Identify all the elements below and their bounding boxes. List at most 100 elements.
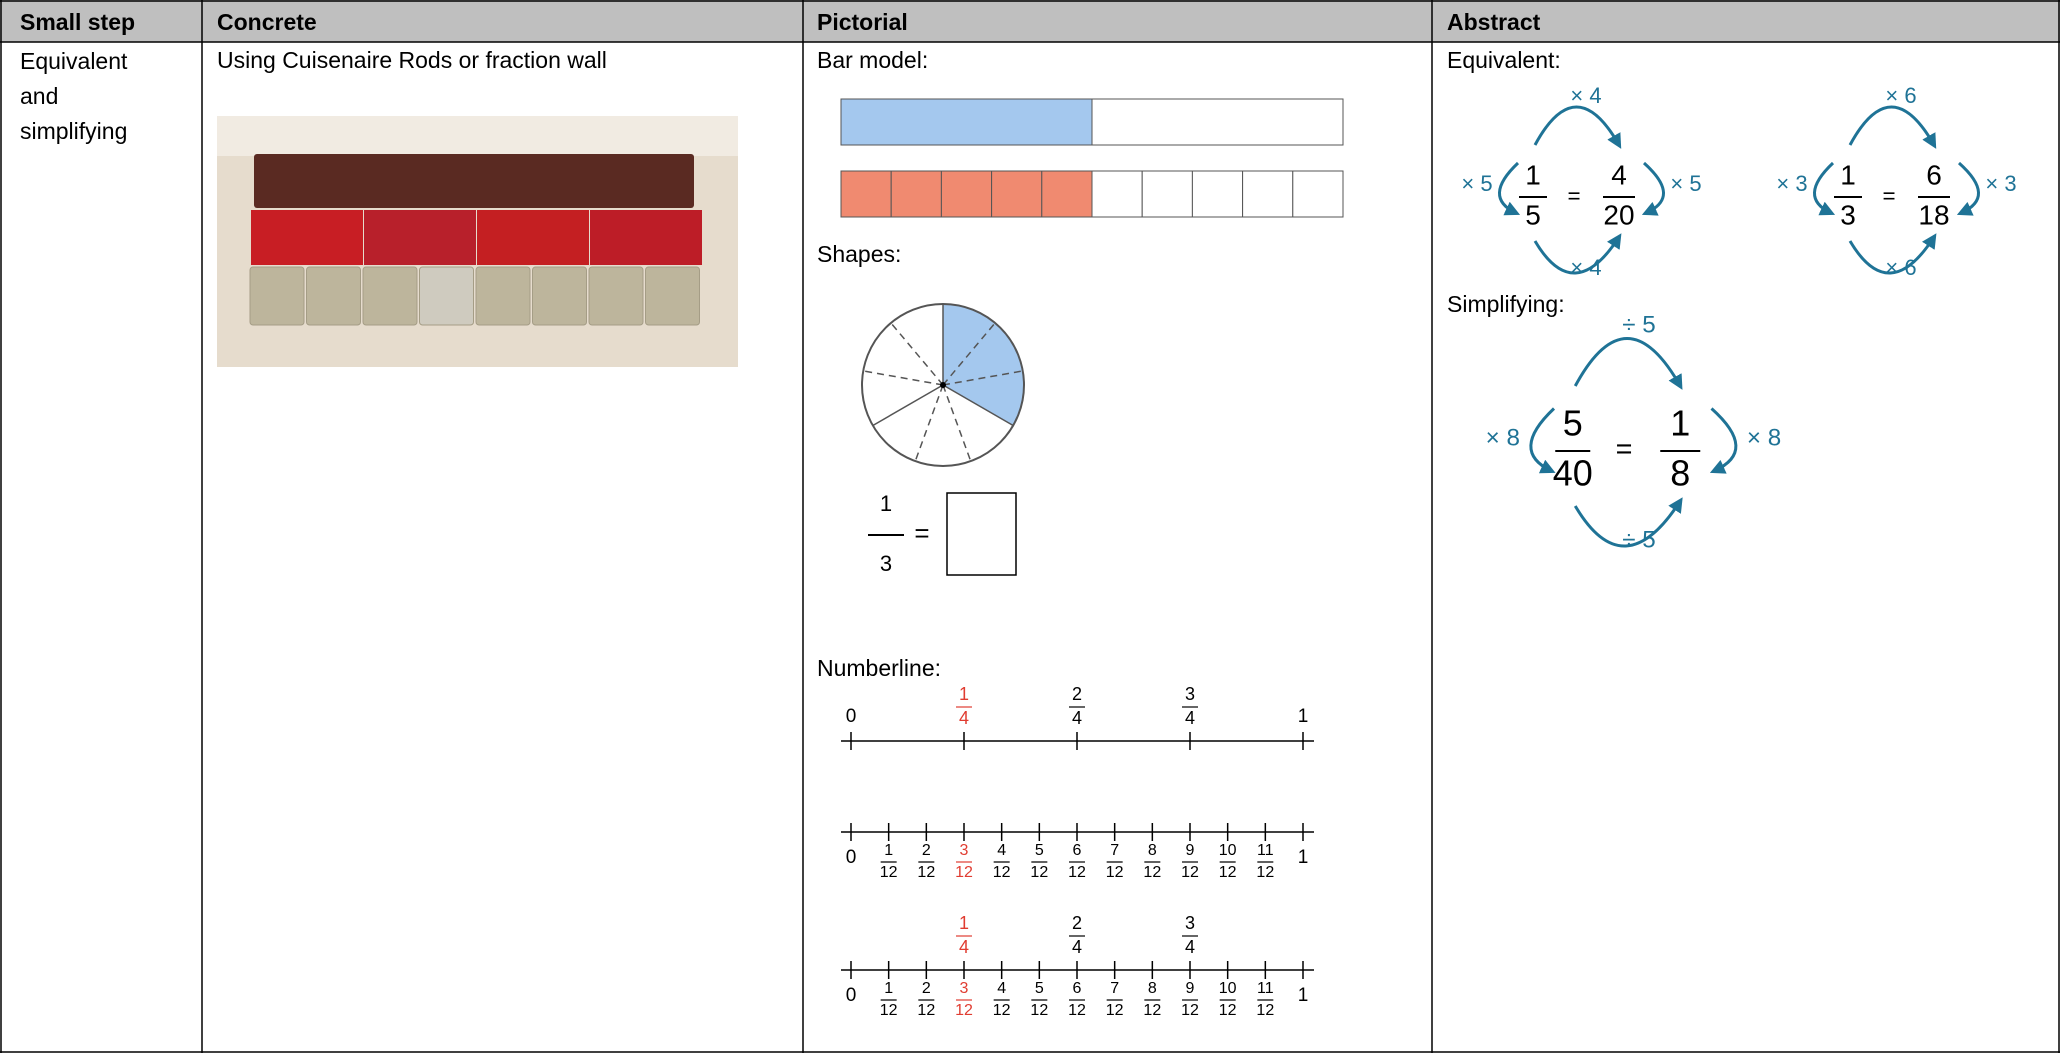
bar-part <box>1091 98 1344 146</box>
arrow <box>1573 497 1683 548</box>
denominator: 12 <box>955 864 973 881</box>
bar-part <box>1242 170 1294 218</box>
sector-line <box>872 384 944 427</box>
sector-dash <box>914 384 944 462</box>
bar-part <box>940 170 993 218</box>
denominator: 40 <box>1553 453 1593 494</box>
sector-dash <box>863 370 944 386</box>
bar-part <box>1141 170 1193 218</box>
equals: = <box>914 518 929 548</box>
header: Small step <box>20 9 135 35</box>
bar-part <box>1041 170 1093 218</box>
denominator: 12 <box>955 1002 973 1019</box>
numerator: 6 <box>1073 842 1082 859</box>
answer-box <box>946 492 1017 576</box>
numerator: 1 <box>959 684 969 704</box>
sector-dash <box>942 370 1023 386</box>
header-bg <box>0 0 2060 42</box>
numberline-end: 0 <box>846 985 857 1006</box>
numerator: 2 <box>1072 684 1082 704</box>
numerator: 8 <box>1148 842 1157 859</box>
numerator: 6 <box>1926 159 1942 190</box>
bar-part <box>1191 170 1244 218</box>
arrow <box>1573 337 1683 390</box>
numerator: 6 <box>1073 980 1082 997</box>
red-rod <box>590 210 702 265</box>
operator: × 8 <box>1486 424 1520 451</box>
white-cube <box>475 266 531 326</box>
numerator: 3 <box>1185 684 1195 704</box>
numberline-end: 1 <box>1298 985 1309 1006</box>
numerator: 1 <box>1840 159 1856 190</box>
bar-part <box>840 170 892 218</box>
white-cube <box>306 266 361 326</box>
numerator: 7 <box>1110 980 1119 997</box>
white-cube <box>249 266 305 326</box>
denominator: 12 <box>1219 864 1237 881</box>
denominator: 12 <box>993 1002 1011 1019</box>
bar-part <box>1292 170 1344 218</box>
numerator: 10 <box>1219 842 1237 859</box>
numerator: 1 <box>1670 403 1690 444</box>
numerator: 1 <box>1525 159 1541 190</box>
concrete-text: Using Cuisenaire Rods or fraction wall <box>217 47 607 73</box>
sector-dash <box>942 384 972 462</box>
small-step: Equivalent and simplifying <box>20 48 128 144</box>
numerator: 3 <box>960 842 969 859</box>
label: Equivalent: <box>1447 47 1561 73</box>
red-rod <box>364 210 476 265</box>
centre-dot <box>940 382 946 388</box>
numerator: 11 <box>1257 980 1274 997</box>
numerator: 1 <box>880 491 892 516</box>
operator: × 3 <box>1985 171 2016 196</box>
denominator: 12 <box>1181 1002 1199 1019</box>
denominator: 4 <box>1072 937 1082 957</box>
numerator: 4 <box>1611 159 1627 190</box>
numerator: 9 <box>1186 980 1195 997</box>
white-cube <box>419 266 474 326</box>
equals: = <box>1616 434 1633 466</box>
denominator: 12 <box>1143 864 1161 881</box>
arrow <box>1498 161 1521 216</box>
denominator: 12 <box>1106 864 1124 881</box>
denominator: 4 <box>1185 937 1195 957</box>
bar-part <box>890 170 942 218</box>
bar-part <box>840 98 1093 146</box>
denominator: 12 <box>1030 1002 1048 1019</box>
arrow <box>1848 233 1937 275</box>
equals: = <box>1882 183 1895 208</box>
numerator: 4 <box>997 842 1006 859</box>
operator: ÷ 5 <box>1622 311 1655 338</box>
numerator: 1 <box>884 842 893 859</box>
operator: × 5 <box>1670 171 1701 196</box>
denominator: 4 <box>1072 708 1082 728</box>
operator: × 4 <box>1570 83 1601 108</box>
denominator: 5 <box>1525 199 1541 230</box>
denominator: 12 <box>1256 1002 1274 1019</box>
header: Pictorial <box>817 9 908 35</box>
arrow <box>1709 407 1738 474</box>
denominator: 12 <box>880 864 898 881</box>
operator: × 5 <box>1461 171 1492 196</box>
arrow <box>1533 105 1622 149</box>
numberline-end: 1 <box>1298 847 1309 868</box>
arrow <box>1641 161 1665 216</box>
numerator: 3 <box>960 980 969 997</box>
denominator: 12 <box>917 1002 935 1019</box>
denominator: 20 <box>1603 199 1634 230</box>
shaded-sector <box>943 304 1025 426</box>
numerator: 3 <box>1185 913 1195 933</box>
denominator: 12 <box>1030 864 1048 881</box>
brown-rod <box>254 154 694 208</box>
sector-dash <box>942 322 996 386</box>
header: Concrete <box>217 9 317 35</box>
numerator: 5 <box>1563 403 1583 444</box>
numerator: 7 <box>1110 842 1119 859</box>
label: Simplifying: <box>1447 291 1565 317</box>
denominator: 8 <box>1670 453 1690 494</box>
label: Bar model: <box>817 47 928 73</box>
denominator: 12 <box>1068 864 1086 881</box>
white-cube <box>588 266 644 326</box>
